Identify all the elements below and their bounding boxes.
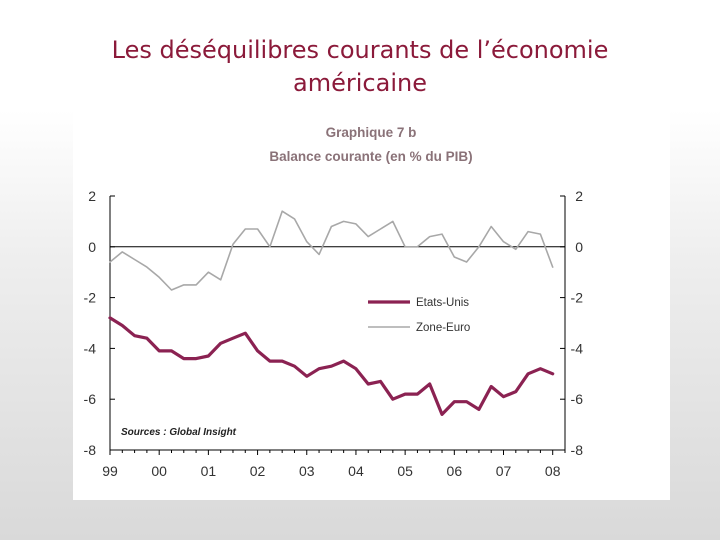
chart-title: Graphique 7 b <box>326 125 417 140</box>
y-tick-label-right: -4 <box>571 340 584 356</box>
y-tick-label-left: -4 <box>84 340 97 356</box>
series-line-zone-euro <box>109 210 554 291</box>
y-tick-label-right: -8 <box>571 442 584 458</box>
x-tick-label: 03 <box>299 463 315 479</box>
x-tick-label: 00 <box>151 463 167 479</box>
chart-panel: Graphique 7 b Balance courante (en % du … <box>73 111 670 500</box>
y-tick-label-left: 0 <box>88 239 96 255</box>
y-tick-label-left: -6 <box>84 391 97 407</box>
y-tick-label-left: -2 <box>84 290 97 306</box>
slide-title-line-1: Les déséquilibres courants de l’économie <box>111 36 609 64</box>
x-tick-label: 04 <box>348 463 364 479</box>
x-tick-label: 02 <box>250 463 266 479</box>
y-tick-label-right: -6 <box>571 391 584 407</box>
series-line-etats-unis <box>108 316 555 416</box>
legend-label-zone-euro: Zone-Euro <box>416 322 470 334</box>
slide-title-line-2: américaine <box>293 69 427 97</box>
slide-title: Les déséquilibres courants de l’économie… <box>40 34 680 100</box>
chart-subtitle: Balance courante (en % du PIB) <box>269 149 472 164</box>
balance-courante-chart: Graphique 7 b Balance courante (en % du … <box>84 125 584 479</box>
legend-label-etats-unis: Etats-Unis <box>416 297 469 309</box>
source-note: Sources : Global Insight <box>121 427 237 438</box>
x-tick-label: 07 <box>496 463 512 479</box>
x-tick-label: 01 <box>201 463 217 479</box>
x-tick-label: 08 <box>545 463 561 479</box>
y-tick-label-right: 2 <box>575 188 583 204</box>
y-tick-label-left: -8 <box>84 442 97 458</box>
x-tick-label: 99 <box>102 463 118 479</box>
x-tick-label: 06 <box>447 463 463 479</box>
x-tick-label: 05 <box>397 463 413 479</box>
y-tick-label-right: -2 <box>571 290 584 306</box>
y-tick-label-right: 0 <box>575 239 583 255</box>
y-tick-label-left: 2 <box>88 188 96 204</box>
